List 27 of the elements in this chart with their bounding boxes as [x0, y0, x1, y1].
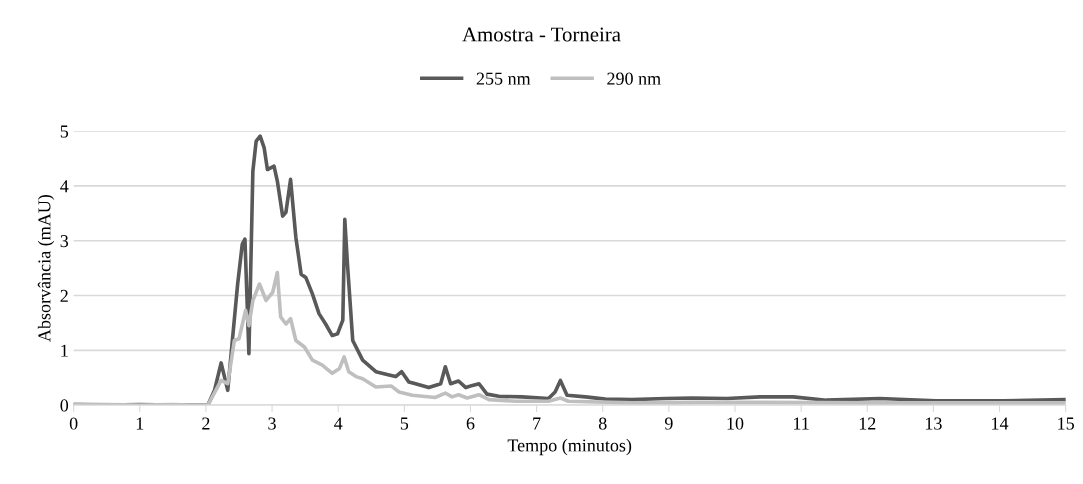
- y-tick-label: 2: [60, 289, 68, 302]
- x-tick-label: 12: [859, 417, 876, 430]
- x-tick-label: 11: [794, 417, 809, 430]
- y-axis-title: Absorvância (mAU): [37, 194, 55, 342]
- x-tick-label: 15: [1058, 417, 1074, 430]
- x-axis-title: Tempo (minutos): [507, 438, 632, 456]
- x-tick-label: 1: [136, 417, 144, 430]
- chart-title: Amostra - Torneira: [462, 27, 621, 42]
- x-tick-label: 4: [334, 417, 343, 430]
- y-tick-label: 5: [60, 125, 69, 138]
- x-tick-label: 14: [992, 417, 1009, 430]
- legend-label: 290 nm: [607, 72, 661, 85]
- y-tick-label: 1: [61, 344, 68, 357]
- x-tick-label: 2: [202, 417, 210, 430]
- y-tick-label: 4: [60, 180, 69, 193]
- x-tick-label: 10: [727, 417, 744, 430]
- x-tick-label: 3: [268, 417, 276, 430]
- x-tick-label: 7: [533, 417, 541, 430]
- x-tick-label: 9: [664, 417, 673, 430]
- y-tick-label: 3: [60, 235, 69, 248]
- x-tick-label: 8: [598, 417, 607, 430]
- x-tick-label: 0: [69, 417, 78, 430]
- legend-label: 255 nm: [476, 72, 531, 85]
- y-tick-label: 0: [60, 399, 69, 412]
- x-tick-label: 5: [400, 417, 409, 430]
- x-tick-label: 6: [466, 417, 475, 430]
- x-tick-label: 13: [925, 417, 942, 430]
